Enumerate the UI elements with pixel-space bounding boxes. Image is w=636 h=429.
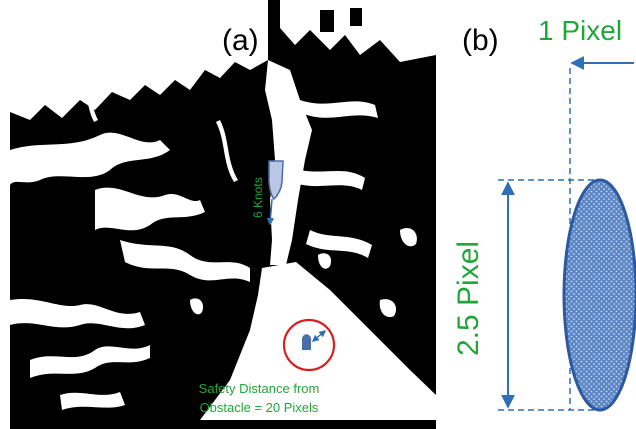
safety-label-line2: Obstacle = 20 Pixels [200, 400, 319, 415]
safety-label-line1: Safety Distance from [199, 381, 320, 396]
safety-radius-arrow [311, 330, 327, 342]
island [350, 8, 362, 26]
panel-b-label: (b) [462, 24, 499, 57]
width-label: 1 Pixel [538, 15, 622, 46]
small-ship-icon [302, 334, 311, 350]
panel-a-map: (a) 6 Knots Safety Distance from Obstacl… [10, 0, 436, 429]
panel-a-label: (a) [222, 24, 259, 57]
speed-label: 6 Knots [251, 177, 265, 218]
height-label: 2.5 Pixel [452, 241, 485, 356]
heading-arrow [266, 198, 275, 226]
footprint-ellipse [562, 178, 636, 412]
ship-icon [268, 160, 284, 201]
island [320, 10, 334, 32]
panel-b-diagram: (b) 1 Pixel 2.5 Pixel [452, 15, 636, 412]
